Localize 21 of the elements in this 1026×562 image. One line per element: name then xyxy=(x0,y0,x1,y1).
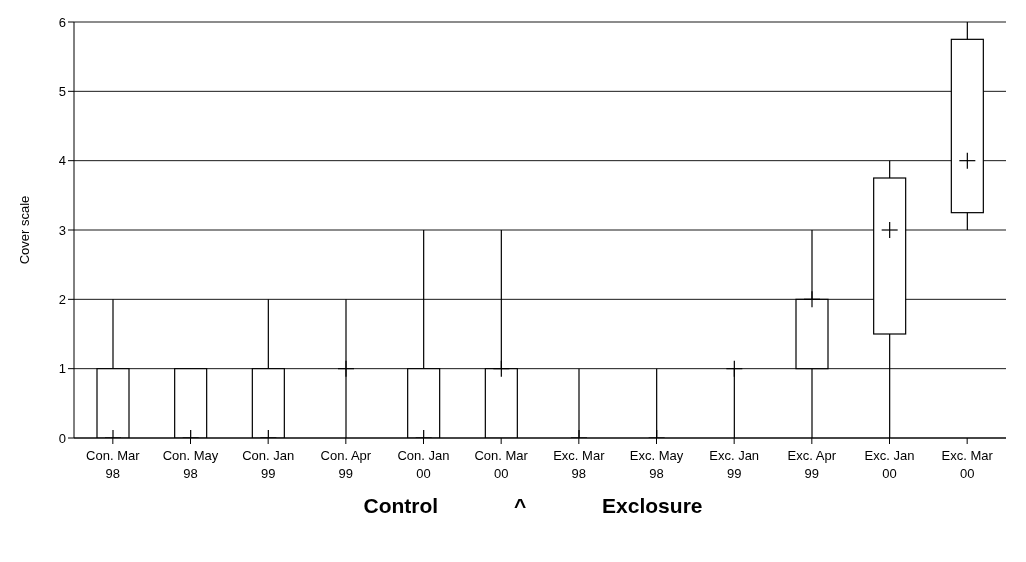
x-axis-title: Control ^ Exclosure xyxy=(362,494,704,518)
x-tick-label: Exc. Apr 99 xyxy=(787,448,837,481)
x-tick-label: Exc. Jan 00 xyxy=(864,448,915,481)
x-tick-label: Con. Mar 98 xyxy=(86,448,141,481)
y-tick-label: 2 xyxy=(58,291,66,307)
y-tick-label: 4 xyxy=(58,153,66,169)
y-axis-title: Cover scale xyxy=(16,195,32,265)
y-tick-label: 3 xyxy=(58,222,66,238)
y-tick-label: 0 xyxy=(58,430,66,446)
x-tick-label: Con. Mar 00 xyxy=(474,448,529,481)
x-tick-label: Con. Jan 00 xyxy=(397,448,450,481)
x-tick-label: Exc. Mar 00 xyxy=(941,448,994,481)
x-tick-label: Con. Jan 99 xyxy=(242,448,295,481)
y-tick-label: 5 xyxy=(58,83,66,99)
y-tick-label: 6 xyxy=(58,14,66,30)
x-tick-label: Exc. May 98 xyxy=(629,448,684,481)
x-tick-label: Exc. Jan 99 xyxy=(709,448,760,481)
y-tick-label: 1 xyxy=(58,361,66,377)
x-tick-label: Exc. Mar 98 xyxy=(553,448,606,481)
x-tick-label: Con. Apr 99 xyxy=(320,448,372,481)
x-tick-label: Con. May 98 xyxy=(162,448,219,481)
